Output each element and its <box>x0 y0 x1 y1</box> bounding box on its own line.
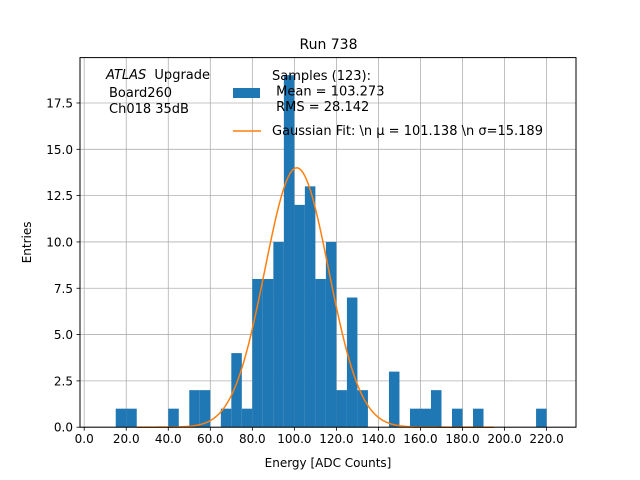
x-tick-label-1: 20.0 <box>113 432 140 446</box>
legend-fit-label: Gaussian Fit: \n μ = 101.138 \n σ=15.189 <box>272 124 543 139</box>
y-tick-label-0: 0.0 <box>54 421 73 435</box>
annotation-block: ATLAS Upgrade Board260 Ch018 35dB <box>105 68 210 117</box>
annotation-board: Board260 <box>109 86 172 101</box>
x-tick-label-3: 60.0 <box>197 432 224 446</box>
x-tick-label-7: 140.0 <box>361 432 395 446</box>
x-tick-label-2: 40.0 <box>155 432 182 446</box>
y-tick-label-6: 15.0 <box>46 143 73 157</box>
plot-frame <box>79 57 577 428</box>
histogram-bar-5 <box>220 408 232 428</box>
x-tick-label-8: 160.0 <box>403 432 437 446</box>
chart-title: Run 738 <box>299 37 357 53</box>
legend-histogram-line-2: RMS = 28.142 <box>272 100 369 115</box>
annotation-channel: Ch018 35dB <box>109 102 189 117</box>
histogram-bar-14 <box>315 278 326 428</box>
y-axis-ticks: 0.0 2.5 5.0 7.5 10.0 12.5 15.0 17.5 <box>46 96 80 435</box>
histogram-bar-4 <box>199 390 211 428</box>
x-tick-label-10: 200.0 <box>487 432 521 446</box>
legend: Samples (123): Mean = 103.273 RMS = 28.1… <box>233 69 543 139</box>
histogram-bar-10 <box>273 241 284 428</box>
x-axis-ticks: 0.0 20.0 40.0 60.0 80.0 100.0 120.0 140.0 160.0 1… <box>75 427 564 446</box>
histogram-bar-8 <box>252 278 263 428</box>
histogram-bar-25 <box>536 408 547 428</box>
y-tick-label-1: 2.5 <box>54 374 73 388</box>
y-axis-label: Entries <box>20 222 34 264</box>
histogram-bar-15 <box>325 241 337 428</box>
x-tick-label-0: 0.0 <box>75 432 94 446</box>
histogram-bar-2 <box>168 408 179 428</box>
histogram-bar-9 <box>262 278 274 428</box>
x-tick-label-4: 80.0 <box>239 432 266 446</box>
histogram-bar-7 <box>241 408 253 428</box>
histogram-bar-19 <box>388 371 400 428</box>
histogram-bar-16 <box>336 390 347 428</box>
y-tick-label-7: 17.5 <box>46 96 73 110</box>
y-tick-label-5: 12.5 <box>46 189 73 203</box>
histogram-bar-17 <box>346 297 358 428</box>
histogram-bar-18 <box>357 390 368 428</box>
histogram-bar-12 <box>294 204 305 428</box>
histogram-bar-11 <box>283 75 295 428</box>
annotation-atlas: ATLAS <box>105 68 146 83</box>
histogram-bar-1 <box>126 408 137 428</box>
legend-histogram-swatch <box>233 88 260 98</box>
histogram-bar-6 <box>231 353 242 428</box>
x-tick-label-6: 120.0 <box>319 432 353 446</box>
x-tick-label-5: 100.0 <box>277 432 311 446</box>
x-axis-label: Energy [ADC Counts] <box>265 456 392 470</box>
annotation-line-1: ATLAS Upgrade <box>105 68 210 83</box>
y-tick-label-3: 7.5 <box>54 282 73 296</box>
histogram-bar-22 <box>430 390 442 428</box>
legend-histogram-line-1: Mean = 103.273 <box>272 85 384 100</box>
legend-histogram-line-0: Samples (123): <box>272 69 371 84</box>
x-tick-label-9: 180.0 <box>445 432 479 446</box>
histogram-bar-21 <box>420 408 431 428</box>
annotation-upgrade: Upgrade <box>154 68 210 83</box>
legend-histogram-label: Samples (123): Mean = 103.273 RMS = 28.1… <box>272 69 384 115</box>
x-tick-label-11: 220.0 <box>529 432 563 446</box>
histogram-bar-13 <box>304 186 316 428</box>
histogram-bar-23 <box>452 408 463 428</box>
y-tick-label-2: 5.0 <box>54 328 73 342</box>
histogram-bars <box>115 75 547 428</box>
histogram-bar-0 <box>115 408 127 428</box>
y-tick-label-4: 10.0 <box>46 235 73 249</box>
histogram-bar-20 <box>409 408 421 428</box>
histogram-bar-24 <box>473 408 484 428</box>
histogram-bar-3 <box>189 390 200 428</box>
